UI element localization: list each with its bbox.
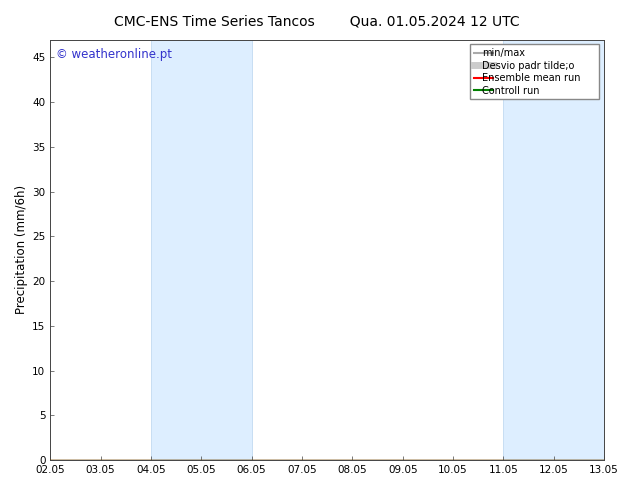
- Bar: [151, 40, 252, 460]
- Text: CMC-ENS Time Series Tancos        Qua. 01.05.2024 12 UTC: CMC-ENS Time Series Tancos Qua. 01.05.20…: [114, 15, 520, 29]
- Y-axis label: Precipitation (mm/6h): Precipitation (mm/6h): [15, 185, 28, 315]
- Legend: min/max, Desvio padr tilde;o, Ensemble mean run, Controll run: min/max, Desvio padr tilde;o, Ensemble m…: [470, 45, 599, 99]
- Text: © weatheronline.pt: © weatheronline.pt: [56, 48, 172, 61]
- Bar: [503, 40, 604, 460]
